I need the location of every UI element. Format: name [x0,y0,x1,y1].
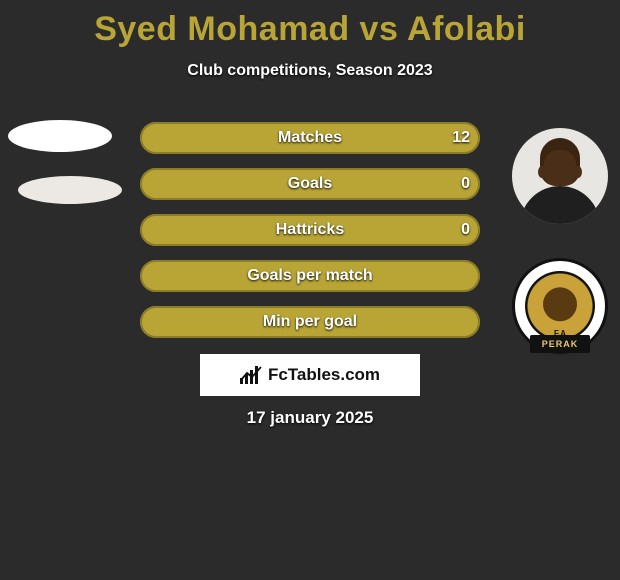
player-right-avatar [512,128,608,224]
stat-bar: Min per goal [140,306,480,338]
fctables-logo: FcTables.com [200,354,420,396]
player-left-badge-placeholder [18,176,122,204]
stat-bar: Matches12 [140,122,480,154]
stat-bars: Matches12Goals0Hattricks0Goals per match… [140,122,480,352]
stat-bar-right-value: 0 [461,168,470,200]
logo-text: FcTables.com [268,365,380,385]
stat-bar-label: Min per goal [140,306,480,338]
stat-bar: Goals per match [140,260,480,292]
stat-bar-label: Goals per match [140,260,480,292]
chart-icon [240,366,262,384]
player-right-club-badge: F.A PERAK [512,258,608,354]
stat-bar-right-value: 12 [452,122,470,154]
badge-text: PERAK [530,335,590,353]
player-left-avatar-placeholder [8,120,112,152]
stat-bar-right-value: 0 [461,214,470,246]
stat-bar-label: Goals [140,168,480,200]
stat-bar: Goals0 [140,168,480,200]
page-title: Syed Mohamad vs Afolabi [0,10,620,49]
stat-bar: Hattricks0 [140,214,480,246]
subtitle: Club competitions, Season 2023 [0,62,620,80]
stat-bar-label: Hattricks [140,214,480,246]
snapshot-date: 17 january 2025 [0,408,620,428]
stat-bar-label: Matches [140,122,480,154]
